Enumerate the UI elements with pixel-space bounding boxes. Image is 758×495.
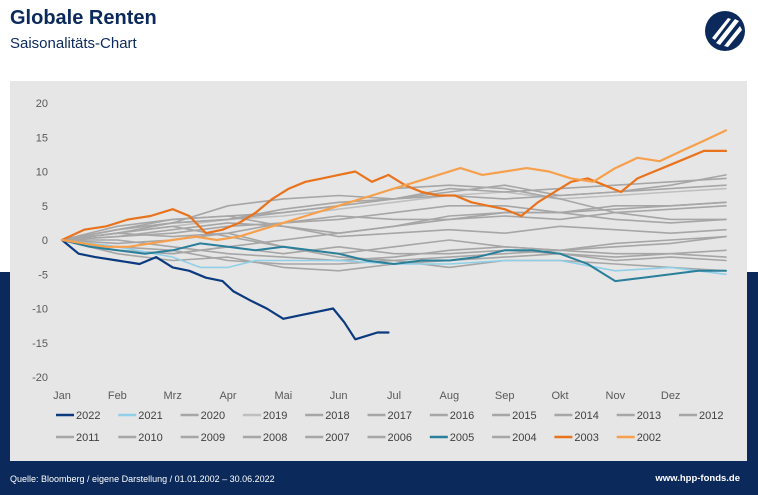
legend-label-2004: 2004	[512, 432, 536, 444]
x-tick-label: Mrz	[164, 390, 182, 402]
website-link[interactable]: www.hpp-fonds.de	[655, 473, 740, 484]
x-tick-label: Dez	[661, 390, 681, 402]
legend-label-2008: 2008	[263, 432, 287, 444]
page-title: Globale Renten	[10, 7, 157, 29]
legend-label-2022: 2022	[76, 410, 100, 422]
legend-label-2014: 2014	[574, 410, 598, 422]
legend-label-2020: 2020	[201, 410, 225, 422]
legend-label-2006: 2006	[388, 432, 412, 444]
series-line-2005	[61, 239, 727, 283]
x-tick-label: Aug	[440, 390, 460, 402]
y-tick-label: -20	[32, 372, 48, 384]
legend-label-2007: 2007	[325, 432, 349, 444]
x-tick-label: Mai	[274, 390, 292, 402]
hpp-fonds-logo-icon	[705, 11, 745, 51]
page-subtitle: Saisonalitäts-Chart	[10, 35, 137, 52]
legend-label-2002: 2002	[637, 432, 661, 444]
legend-label-2021: 2021	[138, 410, 162, 422]
series-line-2004	[61, 205, 727, 241]
legend-label-2003: 2003	[574, 432, 598, 444]
series-line-2010	[61, 205, 727, 241]
y-tick-label: 20	[36, 98, 48, 110]
series-line-2007	[61, 235, 727, 262]
legend-label-2010: 2010	[138, 432, 162, 444]
y-tick-label: 15	[36, 132, 48, 144]
legend-label-2015: 2015	[512, 410, 536, 422]
x-tick-label: Jul	[387, 390, 401, 402]
series-line-2022	[60, 238, 390, 341]
x-tick-label: Feb	[108, 390, 127, 402]
x-tick-label: Jun	[330, 390, 348, 402]
legend-label-2017: 2017	[388, 410, 412, 422]
legend-label-2013: 2013	[637, 410, 661, 422]
y-tick-label: -10	[32, 304, 48, 316]
y-tick-label: 10	[36, 167, 48, 179]
y-tick-label: 5	[42, 201, 48, 213]
chart-panel: 20 15 10 5 0 -5 -10 -15 -20 Jan Feb Mrz Apr Mai Jun Jul…	[10, 81, 747, 461]
legend-label-2012: 2012	[699, 410, 723, 422]
legend-label-2005: 2005	[450, 432, 474, 444]
y-tick-label: 0	[42, 235, 48, 247]
series-line-2002	[60, 129, 728, 248]
legend-label-2011: 2011	[76, 432, 100, 444]
x-tick-label: Jan	[53, 390, 71, 402]
x-tick-label: Nov	[606, 390, 626, 402]
series-line-2021	[61, 239, 727, 276]
series-line-2008	[61, 225, 727, 255]
x-tick-label: Apr	[219, 390, 236, 402]
legend-label-2016: 2016	[450, 410, 474, 422]
series-line-2015	[61, 215, 727, 241]
legend-label-2009: 2009	[201, 432, 225, 444]
series-line-2012	[61, 184, 727, 241]
x-tick-label: Sep	[495, 390, 515, 402]
source-note: Quelle: Bloomberg / eigene Darstellung /…	[10, 474, 275, 484]
y-tick-label: -5	[38, 269, 48, 281]
y-tick-label: -15	[32, 338, 48, 350]
legend-label-2018: 2018	[325, 410, 349, 422]
x-tick-label: Okt	[551, 390, 568, 402]
legend-label-2019: 2019	[263, 410, 287, 422]
series-line-2017	[61, 201, 727, 241]
